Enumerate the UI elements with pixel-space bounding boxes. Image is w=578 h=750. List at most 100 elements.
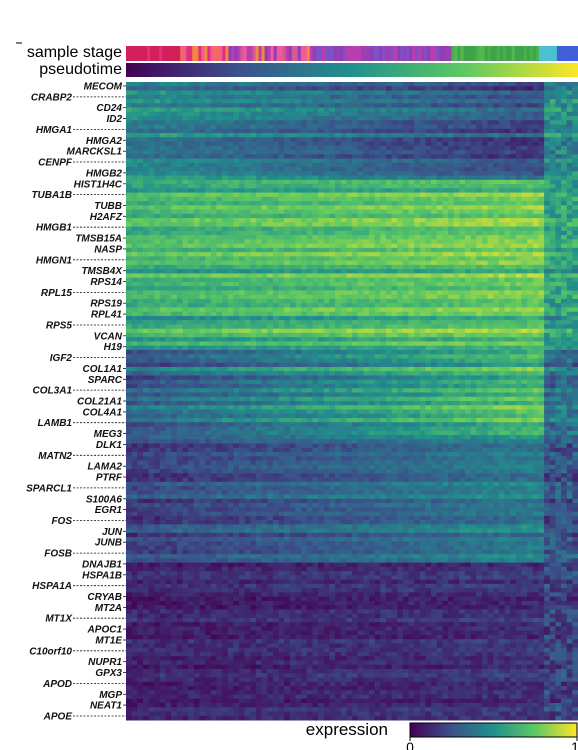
heatmap-cell: [414, 209, 421, 215]
heatmap-cell: [414, 290, 421, 296]
heatmap-cell: [261, 107, 268, 113]
heatmap-cell: [352, 273, 359, 279]
heatmap-cell: [278, 269, 285, 274]
heatmap-cell: [176, 256, 183, 262]
heatmap-cell: [171, 222, 178, 228]
stage-segment: [406, 46, 410, 61]
heatmap-cell: [572, 150, 578, 155]
heatmap-cell: [544, 188, 551, 194]
heatmap-cell: [148, 307, 155, 313]
heatmap-cell: [278, 179, 285, 185]
heatmap-cell: [188, 307, 195, 313]
heatmap-cell: [487, 324, 494, 330]
heatmap-cell: [532, 260, 539, 266]
heatmap-cell: [312, 315, 319, 321]
heatmap-cell: [544, 281, 551, 287]
heatmap-cell: [436, 167, 443, 172]
heatmap-cell: [352, 260, 359, 266]
heatmap-cell: [306, 175, 313, 181]
heatmap-cell: [549, 128, 556, 134]
stage-segment: [505, 46, 510, 61]
heatmap-cell: [205, 175, 212, 181]
heatmap-cell: [159, 315, 167, 321]
heatmap-cell: [340, 290, 347, 296]
stage-segment: [382, 46, 386, 61]
heatmap-cell: [515, 226, 522, 232]
heatmap-cell: [368, 145, 376, 151]
heatmap-cell: [301, 277, 308, 283]
heatmap-cell: [476, 192, 483, 198]
stage-segment: [225, 46, 230, 61]
heatmap-cell: [205, 298, 212, 304]
heatmap-cell: [481, 107, 489, 113]
heatmap-cell: [239, 116, 246, 121]
stage-segment: [231, 46, 236, 61]
heatmap-cell: [498, 196, 506, 202]
heatmap-cell: [476, 209, 483, 215]
heatmap-cell: [289, 120, 296, 126]
stage-segment: [147, 46, 151, 61]
heatmap-cell: [137, 103, 144, 109]
heatmap-cell: [566, 269, 573, 274]
heatmap-cell: [487, 154, 494, 160]
heatmap-cell: [521, 277, 528, 283]
heatmap-cell: [380, 128, 387, 134]
heatmap-cell: [532, 252, 539, 257]
heatmap-cell: [481, 120, 489, 126]
heatmap-cell: [504, 141, 511, 147]
heatmap-cell: [295, 252, 302, 257]
heatmap-cell: [397, 111, 404, 117]
heatmap-cell: [137, 281, 144, 287]
heatmap-cell: [131, 328, 138, 334]
heatmap-cell: [431, 239, 438, 245]
heatmap-cell: [142, 269, 150, 274]
heatmap-cell: [374, 222, 381, 228]
heatmap-cell: [436, 99, 443, 104]
heatmap-cell: [295, 269, 302, 274]
heatmap-cell: [261, 239, 268, 245]
heatmap-cell: [306, 145, 313, 151]
heatmap-cell: [504, 290, 511, 296]
heatmap-cell: [414, 269, 421, 274]
heatmap-cell: [261, 264, 268, 270]
heatmap-cell: [165, 320, 172, 325]
heatmap-cell: [222, 137, 229, 143]
heatmap-cell: [154, 94, 161, 100]
heatmap-cell: [199, 175, 206, 181]
heatmap-cell: [385, 213, 393, 219]
heatmap-cell: [137, 99, 144, 104]
heatmap-cell: [431, 222, 438, 228]
heatmap-cell: [250, 179, 257, 185]
heatmap-cell: [131, 175, 138, 181]
heatmap-cell: [278, 103, 285, 109]
heatmap-cell: [126, 273, 133, 279]
heatmap-cell: [380, 332, 387, 338]
heatmap-cell: [239, 82, 246, 87]
heatmap-cell: [278, 281, 285, 287]
heatmap-cell: [504, 201, 511, 206]
heatmap-cell: [498, 137, 506, 143]
heatmap-cell: [272, 273, 280, 279]
heatmap-cell: [340, 247, 347, 253]
heatmap-cell: [555, 201, 562, 206]
heatmap-cell: [470, 94, 477, 100]
heatmap-cell: [515, 179, 522, 185]
heatmap-cell: [205, 332, 212, 338]
heatmap-cell: [199, 252, 206, 257]
heatmap-cell: [210, 226, 217, 232]
heatmap-cell: [527, 303, 534, 308]
heatmap-cell: [261, 218, 268, 223]
heatmap-cell: [419, 111, 426, 117]
heatmap-cell: [199, 192, 206, 198]
heatmap-cell: [193, 116, 200, 121]
heatmap-cell: [267, 133, 274, 138]
heatmap-cell: [431, 286, 438, 291]
heatmap-cell: [431, 103, 438, 109]
heatmap-cell: [425, 86, 432, 91]
heatmap-cell: [244, 243, 251, 249]
heatmap-cell: [142, 137, 150, 143]
heatmap-cell: [493, 332, 500, 338]
heatmap-cell: [250, 82, 257, 87]
heatmap-cell: [555, 294, 562, 300]
